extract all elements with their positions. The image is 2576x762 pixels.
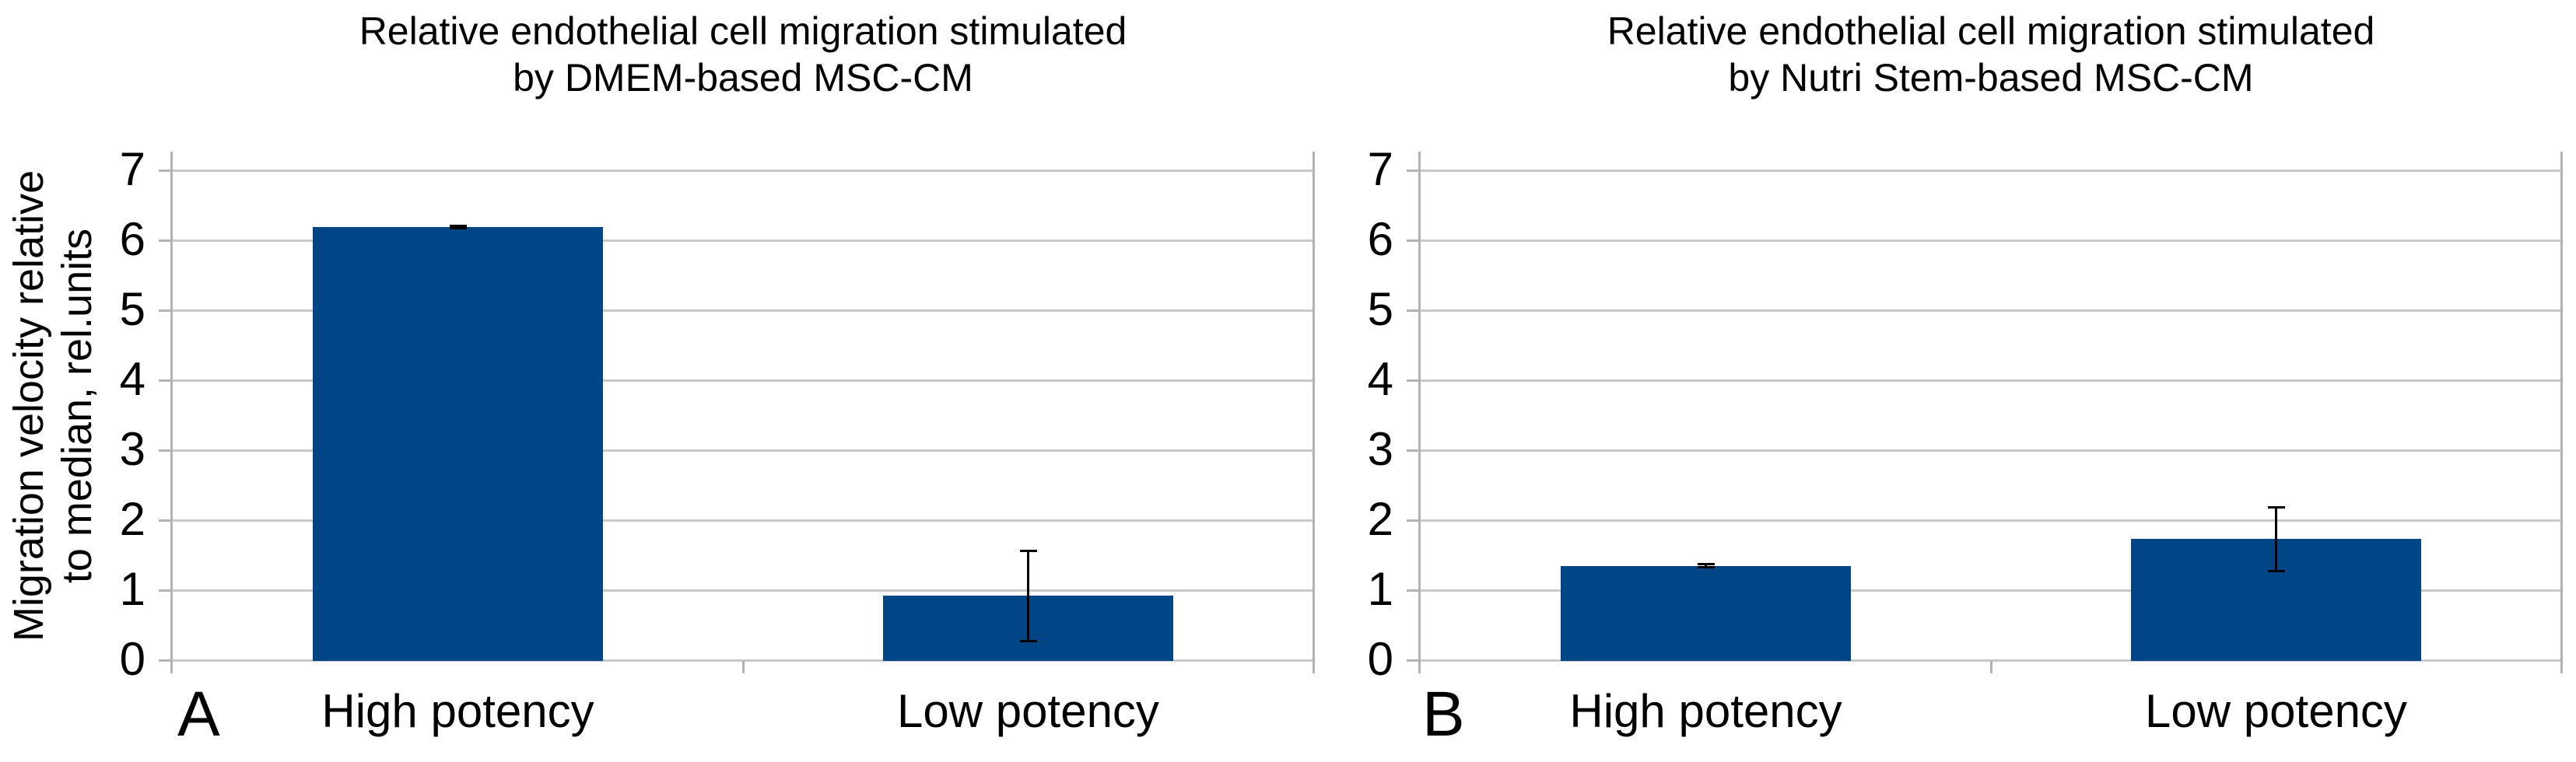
error-bar-top-cap-low-potency	[1019, 549, 1037, 552]
chart-title-line-1: Relative endothelial cell migration stim…	[359, 9, 1127, 53]
chart-title: Relative endothelial cell migration stim…	[159, 8, 1327, 101]
x-axis-tick	[1990, 661, 1992, 673]
y-tick-label: 0	[119, 633, 145, 685]
y-axis-tick	[159, 170, 171, 172]
y-tick-label: 7	[119, 143, 145, 195]
x-axis-tick	[742, 661, 745, 673]
y-tick-label: 4	[119, 353, 145, 405]
y-axis-line	[170, 152, 173, 673]
y-tick-label: 7	[1367, 143, 1393, 195]
gridline-3	[1421, 449, 2561, 452]
gridline-0	[1421, 659, 2561, 662]
chart-title-line-1: Relative endothelial cell migration stim…	[1607, 9, 2375, 53]
panel-label: A	[177, 679, 220, 750]
gridline-2	[1421, 519, 2561, 522]
gridline-5	[1421, 309, 2561, 312]
y-axis-tick	[1407, 659, 1419, 662]
gridline-4	[1421, 379, 2561, 382]
plot-right-border	[2560, 152, 2563, 673]
error-bar-bottom-cap-low-potency	[1019, 639, 1037, 642]
category-label-high-potency: High potency	[1569, 685, 1842, 737]
category-label-low-potency: Low potency	[897, 685, 1159, 737]
gridline-5	[173, 309, 1313, 312]
error-bar-top-cap-high-potency	[449, 225, 467, 228]
y-axis-tick	[1407, 239, 1419, 242]
panel-label: B	[1422, 679, 1465, 750]
gridline-7	[1421, 170, 2561, 172]
y-axis-tick	[1407, 519, 1419, 522]
gridline-0	[173, 659, 1313, 662]
plot-area: 0 1 2 3 4 5 6 7 High potency Low potency	[120, 145, 1315, 736]
panel-b: Relative endothelial cell migration stim…	[1288, 0, 2576, 762]
y-axis-tick	[159, 379, 171, 382]
plot-area: 0 1 2 3 4 5 6 7 High potency Low potency	[1368, 145, 2563, 736]
gridline-3	[173, 449, 1313, 452]
bar-high-potency	[1561, 565, 1851, 661]
error-bar-bottom-cap-low-potency	[2267, 569, 2285, 572]
gridline-1	[1421, 589, 2561, 592]
chart-title-line-2: by DMEM-based MSC-CM	[513, 56, 973, 100]
category-label-high-potency: High potency	[321, 685, 594, 737]
y-tick-label: 5	[119, 283, 145, 335]
error-bar-top-cap-low-potency	[2267, 506, 2285, 509]
gridline-2	[173, 519, 1313, 522]
y-tick-label: 3	[1367, 423, 1393, 475]
y-axis-tick	[1407, 449, 1419, 452]
y-tick-label: 2	[1367, 493, 1393, 545]
y-axis-tick	[1407, 309, 1419, 312]
error-bar-low-potency	[1027, 549, 1029, 642]
error-bar-bottom-cap-high-potency	[449, 226, 467, 229]
y-tick-label: 2	[119, 493, 145, 545]
plot-right-border	[1313, 152, 1315, 673]
y-tick-label: 4	[1367, 353, 1393, 405]
y-tick-label: 0	[1367, 633, 1393, 685]
y-axis-tick	[159, 449, 171, 452]
gridline-4	[173, 379, 1313, 382]
category-label-low-potency: Low potency	[2145, 685, 2407, 737]
y-axis-tick	[1407, 379, 1419, 382]
y-axis-tick	[159, 659, 171, 662]
y-tick-label: 1	[1367, 563, 1393, 615]
y-tick-label: 1	[119, 563, 145, 615]
y-tick-label: 6	[1367, 213, 1393, 265]
y-axis-tick	[1407, 170, 1419, 172]
chart-title-line-2: by Nutri Stem-based MSC-CM	[1728, 56, 2254, 100]
error-bar-bottom-cap-high-potency	[1697, 566, 1715, 569]
bar-high-potency	[313, 227, 603, 661]
gridline-7	[173, 170, 1313, 172]
y-tick-label: 5	[1367, 283, 1393, 335]
chart-title: Relative endothelial cell migration stim…	[1407, 8, 2574, 101]
error-bar-high-potency	[1705, 563, 1707, 569]
y-tick-label: 3	[119, 423, 145, 475]
y-axis-tick	[1407, 589, 1419, 592]
y-tick-label: 6	[119, 213, 145, 265]
gridline-1	[173, 589, 1313, 592]
error-bar-top-cap-high-potency	[1697, 563, 1715, 565]
y-axis-line	[1418, 152, 1421, 673]
gridline-6	[1421, 239, 2561, 242]
panel-a: Relative endothelial cell migration stim…	[5, 9, 1315, 750]
y-axis-tick	[159, 589, 171, 592]
y-axis-tick	[159, 519, 171, 522]
error-bar-low-potency	[2275, 506, 2277, 572]
gridline-6	[173, 239, 1313, 242]
y-axis-tick	[159, 239, 171, 242]
y-axis-tick	[159, 309, 171, 312]
